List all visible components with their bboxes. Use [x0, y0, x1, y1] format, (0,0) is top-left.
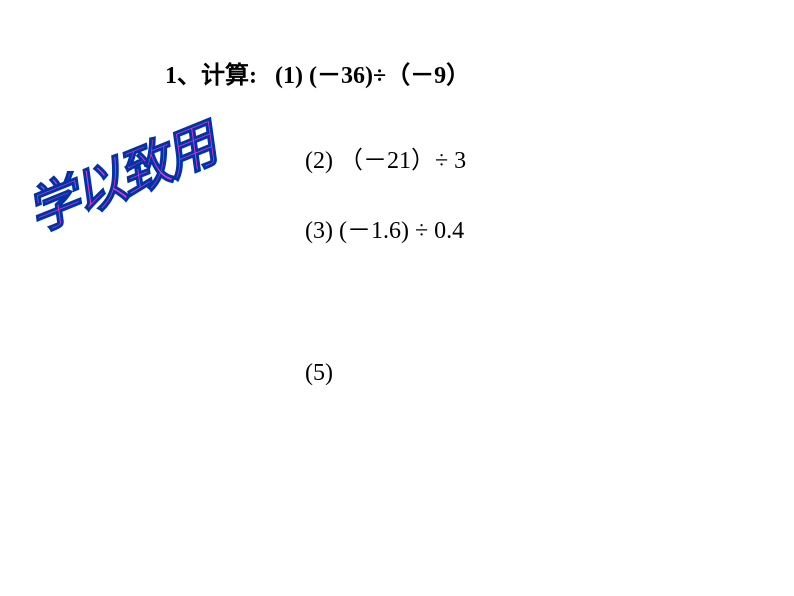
problem-1-num: (1) — [275, 63, 303, 89]
svg-text:学以致用: 学以致用 — [30, 113, 231, 244]
title-label: 计算 — [201, 63, 249, 89]
title-number: 1 — [165, 63, 177, 89]
problem-2: (2) （－21）÷ 3 — [305, 140, 466, 175]
problem-2-expr: （－21）÷ 3 — [339, 148, 466, 174]
problem-3: (3) (－1.6) ÷ 0.4 — [305, 210, 464, 245]
problem-3-expr: (－1.6) ÷ 0.4 — [339, 218, 464, 244]
problem-3-num: (3) — [305, 218, 333, 244]
problem-5-num: (5) — [305, 360, 333, 386]
problem-2-num: (2) — [305, 148, 333, 174]
title-line: 1、计算: (1) (－36)÷（－9） — [165, 55, 470, 90]
title-colon: : — [249, 63, 257, 89]
cjk-comma: 、 — [177, 63, 201, 89]
decorative-slogan: 学以致用 — [30, 100, 290, 240]
problem-1-expr: (－36)÷（－9） — [309, 63, 470, 89]
problem-5: (5) — [305, 360, 333, 387]
